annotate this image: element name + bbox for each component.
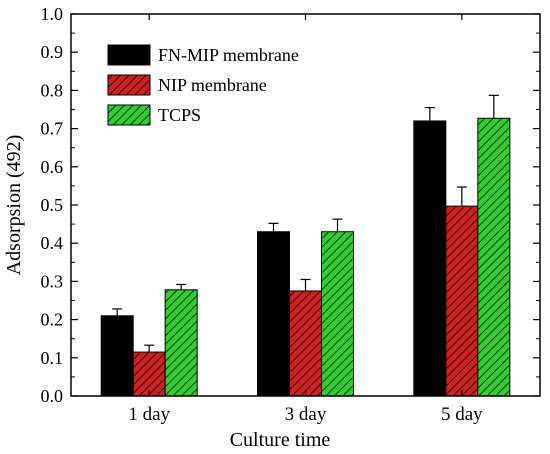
error-bar [144, 344, 155, 353]
y-tick-label: 0.4 [41, 233, 64, 253]
y-tick-label: 0.7 [41, 119, 64, 139]
error-bar [300, 278, 311, 291]
bar-nip-membrane-5-day [445, 205, 479, 397]
error-bar [268, 222, 279, 232]
error-bar [176, 283, 187, 290]
y-tick-label: 0.5 [41, 195, 64, 215]
legend: FN-MIP membrane NIP membrane TCPS [107, 44, 299, 126]
x-axis-label: Culture time [230, 429, 331, 451]
legend-swatch [107, 44, 151, 66]
bar-tcps-3-day [321, 231, 354, 397]
y-tick-label: 0.3 [41, 271, 64, 291]
legend-swatch [107, 104, 151, 126]
x-tick-label: 5 day [441, 404, 483, 425]
y-tick-label: 0.8 [41, 80, 64, 100]
error-bar [332, 218, 343, 232]
bar-nip-membrane-1-day [132, 351, 166, 397]
legend-entry: FN-MIP membrane [107, 44, 299, 66]
legend-label: TCPS [158, 105, 201, 125]
error-bar [456, 186, 467, 207]
y-tick-label: 0.2 [41, 310, 64, 330]
bar-nip-membrane-3-day [289, 290, 322, 397]
error-bar [424, 106, 435, 121]
y-tick-label: 0.0 [41, 386, 64, 406]
y-tick-label: 1.0 [41, 4, 64, 24]
legend-label: FN-MIP membrane [158, 45, 299, 65]
y-tick-label: 0.6 [41, 157, 64, 177]
bars-layer [100, 117, 511, 397]
y-tick-label: 0.1 [41, 348, 64, 368]
legend-swatch [107, 74, 151, 96]
tick-layer: 1 day 3 day 5 day 0.0 0.1 0.2 0.3 0.4 0.5 0.6 0.7 0… [41, 4, 540, 425]
x-tick-label: 1 day [128, 404, 170, 425]
error-bar [112, 308, 123, 316]
bar-tcps-1-day [164, 289, 198, 397]
bar-fn-mip-membrane-3-day [257, 231, 290, 397]
legend-entry: NIP membrane [107, 74, 267, 96]
legend-entry: TCPS [107, 104, 201, 126]
bar-tcps-5-day [477, 117, 511, 397]
x-tick-label: 3 day [285, 404, 327, 425]
error-bar [488, 94, 499, 119]
error-bars-layer [112, 94, 499, 353]
bar-fn-mip-membrane-1-day [100, 315, 134, 397]
y-tick-label: 0.9 [41, 42, 64, 62]
y-axis-label: Adsorpsion (492) [3, 135, 25, 276]
legend-label: NIP membrane [158, 75, 267, 95]
bar-fn-mip-membrane-5-day [413, 120, 447, 397]
